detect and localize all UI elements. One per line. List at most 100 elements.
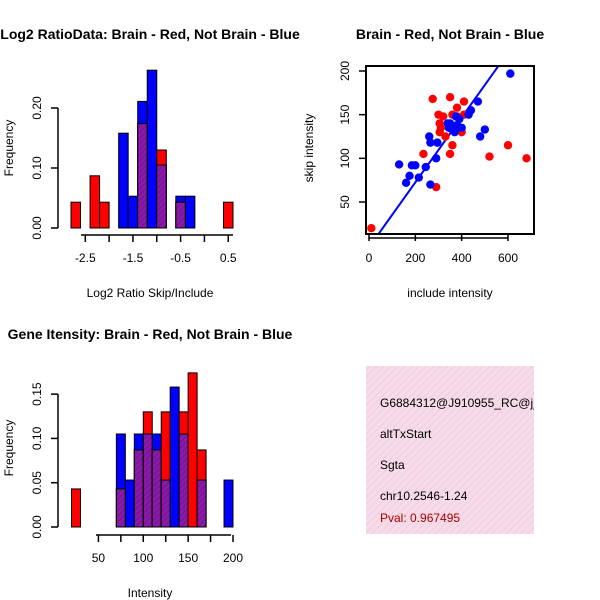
brain-point-10 bbox=[452, 103, 462, 112]
overlap-bar-70 bbox=[115, 488, 126, 528]
x-tick-label: -2.5 bbox=[75, 251, 96, 265]
y-tick-label: 0.10 bbox=[30, 156, 44, 180]
overlap-bar-90 bbox=[133, 449, 144, 528]
scatter-clip bbox=[367, 66, 531, 234]
x-tick-label: -0.5 bbox=[170, 251, 191, 265]
gene-intensity-title: Gene Itensity: Brain - Red, Not Brain - … bbox=[8, 326, 293, 342]
x-tick-label: 100 bbox=[133, 551, 153, 565]
brain-point-7 bbox=[441, 132, 450, 141]
scatter-points bbox=[367, 66, 531, 234]
not-brain-point-9 bbox=[426, 138, 435, 147]
x-tick-label: 400 bbox=[452, 251, 472, 265]
not-brain-point-2 bbox=[401, 178, 411, 187]
brain-point-15 bbox=[448, 141, 457, 150]
intensity-scatter-plot: Brain - Red, Not Brain - Blue include in… bbox=[302, 26, 544, 300]
info-event-type: altTxStart bbox=[380, 427, 432, 441]
not-brain-point-17 bbox=[450, 127, 459, 137]
x-tick-label: -1.5 bbox=[123, 251, 144, 265]
not-brain-point-21 bbox=[457, 123, 466, 132]
overlap-bar-100 bbox=[142, 433, 153, 528]
brain-point-6 bbox=[438, 112, 448, 121]
info-gene-symbol: Sgta bbox=[380, 458, 405, 472]
gene-intensity-xlabel: Intensity bbox=[128, 586, 173, 600]
not-brain-point-26 bbox=[480, 125, 490, 134]
brain-point-1 bbox=[428, 94, 437, 104]
y-tick-label: 0.20 bbox=[30, 96, 44, 120]
gene-intensity-ylabel: Frequency bbox=[2, 420, 16, 477]
x-tick-label: 200 bbox=[405, 251, 425, 265]
not-brain-point-0 bbox=[506, 69, 515, 78]
log2-ratio-xlabel: Log2 Ratio Skip/Include bbox=[87, 286, 214, 300]
log2-ratio-ylabel: Frequency bbox=[2, 120, 16, 177]
not-brain-bar--0.4 bbox=[184, 195, 196, 229]
not-brain-point-6 bbox=[414, 173, 424, 182]
brain-point-17 bbox=[419, 149, 428, 159]
x-tick-label: 0.5 bbox=[220, 251, 237, 265]
not-brain-bar-80 bbox=[124, 479, 135, 528]
brain-bar--2.4 bbox=[89, 175, 101, 229]
overlap-bar--0.6 bbox=[175, 201, 186, 229]
log2-ratio-title: Log2 RatioData: Brain - Red, Not Brain -… bbox=[0, 26, 300, 42]
brain-point-13 bbox=[459, 97, 469, 106]
scatter-title: Brain - Red, Not Brain - Blue bbox=[356, 26, 544, 42]
not-brain-bar--1.8 bbox=[118, 132, 129, 229]
not-brain-bar-190 bbox=[223, 479, 234, 528]
gene-intensity-axes: 0.00 0.05 0.10 0.15 50 100 150 200 bbox=[30, 382, 243, 565]
not-brain-point-12 bbox=[433, 138, 442, 147]
x-tick-label: 600 bbox=[498, 251, 518, 265]
overlap-bar-160 bbox=[196, 479, 207, 528]
overlap-bar--1.4 bbox=[137, 123, 148, 229]
brain-bar--2.8 bbox=[70, 201, 82, 229]
info-pvalue: Pval: 0.967495 bbox=[380, 511, 460, 525]
x-tick-label: 0 bbox=[366, 251, 373, 265]
y-tick-label: 50 bbox=[338, 195, 352, 209]
not-brain-point-24 bbox=[473, 97, 483, 106]
x-tick-label: 200 bbox=[223, 551, 243, 565]
log2-ratio-axes: 0.00 0.10 0.20 -2.5 -1.5 -0.5 0.5 bbox=[30, 96, 237, 265]
brain-point-20 bbox=[503, 141, 513, 150]
not-brain-point-23 bbox=[466, 106, 476, 115]
scatter-plot-box bbox=[365, 65, 535, 235]
brain-bar-150 bbox=[187, 372, 198, 528]
y-tick-label: 0.15 bbox=[30, 382, 44, 406]
brain-point-0 bbox=[367, 224, 376, 233]
not-brain-point-3 bbox=[405, 171, 414, 180]
y-tick-label: 0.10 bbox=[30, 426, 44, 450]
info-probe-id: G6884312@J910955_RC@j_at bbox=[380, 396, 550, 410]
brain-bar-0.4 bbox=[222, 201, 234, 229]
brain-point-8 bbox=[445, 93, 455, 102]
not-brain-bar--1.6 bbox=[127, 195, 139, 229]
gene-intensity-histogram: Gene Itensity: Brain - Red, Not Brain - … bbox=[2, 326, 293, 600]
brain-point-5 bbox=[436, 123, 446, 132]
brain-bar--2.2 bbox=[99, 201, 110, 229]
not-brain-point-5 bbox=[411, 161, 420, 170]
brain-point-19 bbox=[485, 152, 494, 161]
overlap-bar-110 bbox=[151, 449, 162, 528]
info-location: chr10.2546-1.24 bbox=[380, 489, 468, 503]
info-panel-clip: G6884312@J910955_RC@j_at bbox=[380, 396, 550, 410]
gene-intensity-bars bbox=[71, 372, 234, 528]
not-brain-point-11 bbox=[431, 154, 441, 163]
regression-line bbox=[377, 66, 500, 234]
info-panel: G6884312@J910955_RC@j_at altTxStart Sgta… bbox=[366, 366, 550, 534]
overlap-bar-140 bbox=[178, 433, 189, 528]
not-brain-bar--1.2 bbox=[146, 69, 158, 229]
y-tick-label: 100 bbox=[338, 148, 352, 168]
y-tick-label: 200 bbox=[338, 61, 352, 81]
not-brain-point-1 bbox=[394, 160, 404, 169]
overlap-bar-120 bbox=[160, 479, 171, 528]
y-tick-label: 150 bbox=[338, 104, 352, 124]
log2-ratio-bars bbox=[70, 69, 234, 229]
scatter-ylabel: skip intensity bbox=[302, 114, 316, 183]
info-panel-background bbox=[366, 366, 534, 534]
y-tick-label: 0.00 bbox=[30, 515, 44, 539]
not-brain-point-20 bbox=[455, 114, 464, 124]
not-brain-point-10 bbox=[426, 180, 435, 189]
log2-ratio-histogram: Log2 RatioData: Brain - Red, Not Brain -… bbox=[0, 26, 300, 300]
scatter-axes: 0 200 400 600 50 100 150 200 bbox=[338, 61, 535, 265]
brain-bar-20 bbox=[71, 488, 81, 528]
x-tick-label: 50 bbox=[92, 551, 106, 565]
overlap-bar--1 bbox=[156, 164, 167, 229]
scatter-xlabel: include intensity bbox=[407, 286, 492, 300]
